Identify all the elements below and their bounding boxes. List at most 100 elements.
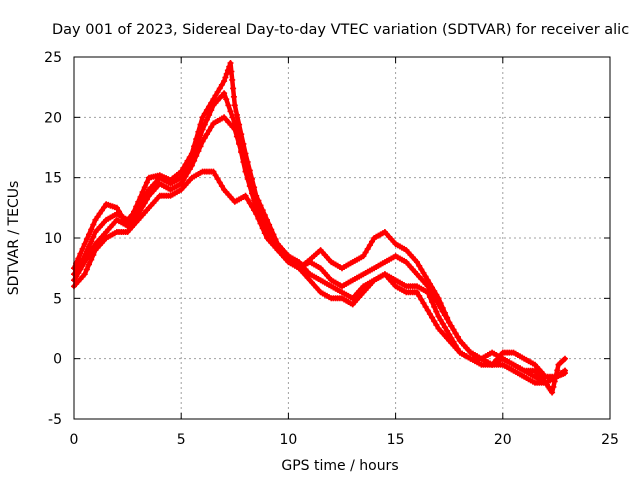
data-point [244,196,251,203]
x-tick-label: 25 [601,432,619,448]
data-point [81,259,88,266]
data-point [227,60,234,66]
data-point [203,131,210,138]
data-point [360,253,367,260]
data-point [231,126,238,133]
data-point [422,273,429,280]
data-point [83,236,90,243]
data-point [216,179,223,186]
data-point [203,116,210,123]
data-point [101,204,107,211]
data-point [229,114,236,121]
data-point [221,90,228,97]
data-point [296,265,303,272]
data-point [113,204,120,211]
data-point [229,76,236,83]
data-point [231,120,238,127]
data-point [454,333,461,340]
data-point [272,237,279,244]
data-point [79,245,86,252]
data-point [197,132,204,139]
data-point [264,222,270,229]
data-point [139,203,146,210]
y-tick-label: 25 [44,50,62,66]
data-point [253,198,260,205]
data-point [268,230,275,237]
data-point [212,92,219,99]
data-point [304,274,311,281]
data-point [199,126,206,133]
data-point [562,355,568,362]
y-axis-label: SDTVAR / TECUs [6,181,22,296]
data-point [300,270,307,276]
series-track-1 [71,60,568,386]
series-track-2 [71,90,568,380]
data-point [362,249,369,256]
data-point [255,215,262,222]
data-point [178,180,185,187]
data-point [420,300,427,307]
data-point [259,213,266,220]
data-point [257,208,264,215]
data-point [251,207,258,214]
data-point [551,378,558,385]
data-point [270,233,277,240]
data-point [233,133,240,140]
data-point [244,169,251,176]
data-point [182,173,189,180]
data-point [309,279,315,286]
data-point [135,210,142,217]
data-point [90,251,97,258]
series-line [71,90,568,380]
data-point [96,210,103,217]
data-point [137,207,144,214]
data-point [224,67,231,74]
data-point [418,266,425,273]
data-point [424,289,431,296]
y-tick-label: 0 [53,352,62,368]
data-point [90,233,97,240]
data-point [212,172,219,179]
data-point [439,308,446,315]
data-point [199,114,206,121]
data-point [253,210,260,217]
data-point [230,85,237,92]
data-point [366,242,373,249]
data-point [249,184,255,191]
data-point [424,307,431,314]
data-point [195,148,202,155]
data-point [228,68,235,75]
data-point [88,256,95,263]
data-point [86,261,92,268]
data-point [420,270,427,276]
data-point [416,262,423,269]
data-point [251,191,258,198]
data-point [92,216,99,223]
data-point [238,148,245,155]
data-point [143,196,150,203]
data-point [246,200,253,206]
data-point [214,175,221,182]
data-point [221,78,228,85]
data-point [81,241,88,247]
data-point [437,317,444,324]
data-point [86,231,92,238]
data-point [214,89,221,95]
data-point [188,162,195,169]
data-point [98,207,105,214]
data-point [426,311,433,317]
data-point [83,266,90,273]
data-point [446,319,453,326]
data-point [94,213,101,220]
data-point [75,255,82,262]
y-tick-label: 10 [44,231,62,247]
data-point [562,370,568,377]
y-tick-label: -5 [48,412,62,428]
data-point [210,168,217,175]
data-point [441,324,448,331]
data-point [255,203,262,210]
data-point [550,383,557,390]
data-point [216,85,223,92]
data-point [424,277,431,284]
